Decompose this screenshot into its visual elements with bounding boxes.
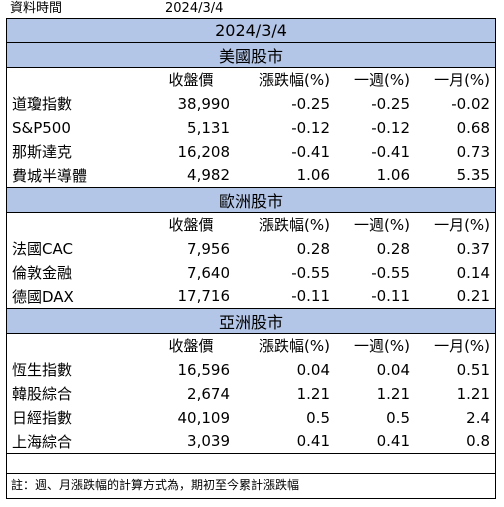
index-name-cell: 日經指數	[12, 409, 73, 427]
value-cell: 0.21	[456, 287, 491, 306]
index-name-cell: 韓股綜合	[12, 385, 73, 403]
region-header-row: 亞洲股市	[6, 308, 497, 334]
table-row: 韓股綜合 2,674 1.21 1.21 1.21	[6, 382, 496, 406]
value-cell: 0.5	[386, 408, 410, 427]
column-header	[6, 68, 146, 92]
index-name-cell: 德國DAX	[12, 287, 74, 306]
region-title: 亞洲股市	[6, 308, 497, 334]
value-cell: -0.11	[371, 287, 410, 306]
value-cell: 17,716	[177, 287, 231, 306]
column-header: 漲跌幅(%)	[259, 337, 330, 356]
column-header: 一週(%)	[354, 216, 410, 235]
column-header: 一週(%)	[354, 71, 410, 90]
value-cell: 7,640	[187, 263, 230, 282]
region-title: 美國股市	[6, 42, 497, 68]
region-header-row: 美國股市	[6, 42, 497, 68]
value-cell: 0.8	[416, 429, 497, 454]
data-time-value: 2024/3/4	[165, 1, 224, 16]
table-row: 德國DAX 17,716 -0.11 -0.11 0.21	[6, 285, 496, 309]
index-name-cell: 道瓊指數	[12, 95, 73, 113]
value-cell: 1.21	[296, 384, 330, 403]
index-name-cell: 倫敦金融	[12, 264, 73, 282]
value-cell: 0.41	[236, 429, 336, 454]
value-cell: -0.11	[291, 287, 330, 306]
value-cell: -0.02	[451, 94, 491, 113]
value-cell: 0.04	[296, 360, 330, 379]
value-cell: 38,990	[177, 94, 231, 113]
column-header: 收盤價	[168, 71, 214, 90]
column-header-row: 收盤價 漲跌幅(%) 一週(%) 一月(%)	[6, 334, 496, 358]
index-name-cell: 那斯達克	[12, 143, 73, 161]
value-cell: 2,674	[187, 384, 230, 403]
value-cell: 0.37	[456, 239, 491, 258]
table-row: 恆生指數 16,596 0.04 0.04 0.51	[6, 358, 496, 382]
value-cell: 1.21	[376, 384, 410, 403]
table-title: 2024/3/4	[6, 18, 497, 43]
column-header: 一月(%)	[434, 216, 491, 235]
data-time-line: 資料時間 2024/3/4	[0, 0, 504, 18]
footnote: 註：週、月漲跌幅的計算方式為，期初至今累計漲跌幅	[6, 473, 496, 499]
region-title: 歐洲股市	[6, 187, 497, 213]
table-row: 倫敦金融 7,640 -0.55 -0.55 0.14	[6, 261, 496, 285]
index-name-cell: 費城半導體	[12, 166, 88, 185]
column-header: 一週(%)	[354, 337, 410, 356]
table-row: 費城半導體 4,982 1.06 1.06 5.35	[6, 164, 496, 188]
market-table: 2024/3/4 美國股市 收盤價 漲跌幅(%) 一週(%) 一月(%) 道瓊指數 38,9…	[6, 18, 497, 454]
region-header-row: 歐洲股市	[6, 187, 497, 213]
value-cell: 0.41	[336, 429, 416, 454]
column-header	[6, 334, 146, 358]
data-time-label: 資料時間	[10, 1, 63, 16]
column-header: 漲跌幅(%)	[259, 216, 330, 235]
value-cell: 1.06	[296, 166, 330, 185]
column-header: 一月(%)	[434, 71, 491, 90]
value-cell: 0.68	[456, 118, 491, 137]
value-cell: 2.4	[466, 408, 491, 427]
column-header: 一月(%)	[434, 337, 491, 356]
value-cell: 7,956	[187, 239, 230, 258]
table-row: 上海綜合 3,039 0.41 0.41 0.8	[6, 429, 497, 454]
value-cell: 1.06	[376, 166, 410, 185]
value-cell: 0.14	[456, 263, 491, 282]
value-cell: 0.04	[376, 360, 410, 379]
column-header: 收盤價	[168, 337, 214, 356]
value-cell: 3,039	[146, 429, 236, 454]
value-cell: 40,109	[177, 408, 231, 427]
table-row: 那斯達克 16,208 -0.41 -0.41 0.73	[6, 140, 496, 164]
value-cell: -0.12	[371, 118, 410, 137]
index-name-cell: S&P500	[12, 118, 71, 137]
table-row: 日經指數 40,109 0.5 0.5 2.4	[6, 406, 496, 430]
value-cell: 0.51	[456, 360, 491, 379]
table-row: S&P500 5,131 -0.12 -0.12 0.68	[6, 116, 496, 140]
value-cell: -0.25	[371, 94, 410, 113]
value-cell: -0.41	[371, 142, 410, 161]
value-cell: 4,982	[187, 166, 230, 185]
value-cell: 0.28	[296, 239, 330, 258]
value-cell: 1.21	[456, 384, 491, 403]
value-cell: 0.28	[376, 239, 410, 258]
value-cell: -0.55	[371, 263, 410, 282]
column-header-row: 收盤價 漲跌幅(%) 一週(%) 一月(%)	[6, 213, 496, 237]
value-cell: 5,131	[187, 118, 230, 137]
table-title-row: 2024/3/4	[6, 18, 497, 43]
value-cell: 0.5	[306, 408, 330, 427]
value-cell: -0.12	[291, 118, 330, 137]
column-header-row: 收盤價 漲跌幅(%) 一週(%) 一月(%)	[6, 68, 496, 92]
value-cell: 16,208	[177, 142, 231, 161]
value-cell: 5.35	[456, 166, 491, 185]
value-cell: -0.41	[291, 142, 330, 161]
value-cell: -0.25	[291, 94, 330, 113]
index-name-cell: 上海綜合	[6, 429, 146, 454]
value-cell: 0.73	[456, 142, 491, 161]
value-cell: 16,596	[177, 360, 231, 379]
column-header: 收盤價	[168, 216, 214, 235]
table-row: 道瓊指數 38,990 -0.25 -0.25 -0.02	[6, 92, 496, 116]
value-cell: -0.55	[291, 263, 330, 282]
column-header	[6, 213, 146, 237]
column-header: 漲跌幅(%)	[259, 71, 330, 90]
table-row: 法國CAC 7,956 0.28 0.28 0.37	[6, 237, 496, 261]
index-name-cell: 恆生指數	[12, 361, 73, 379]
index-name-cell: 法國CAC	[12, 240, 73, 258]
